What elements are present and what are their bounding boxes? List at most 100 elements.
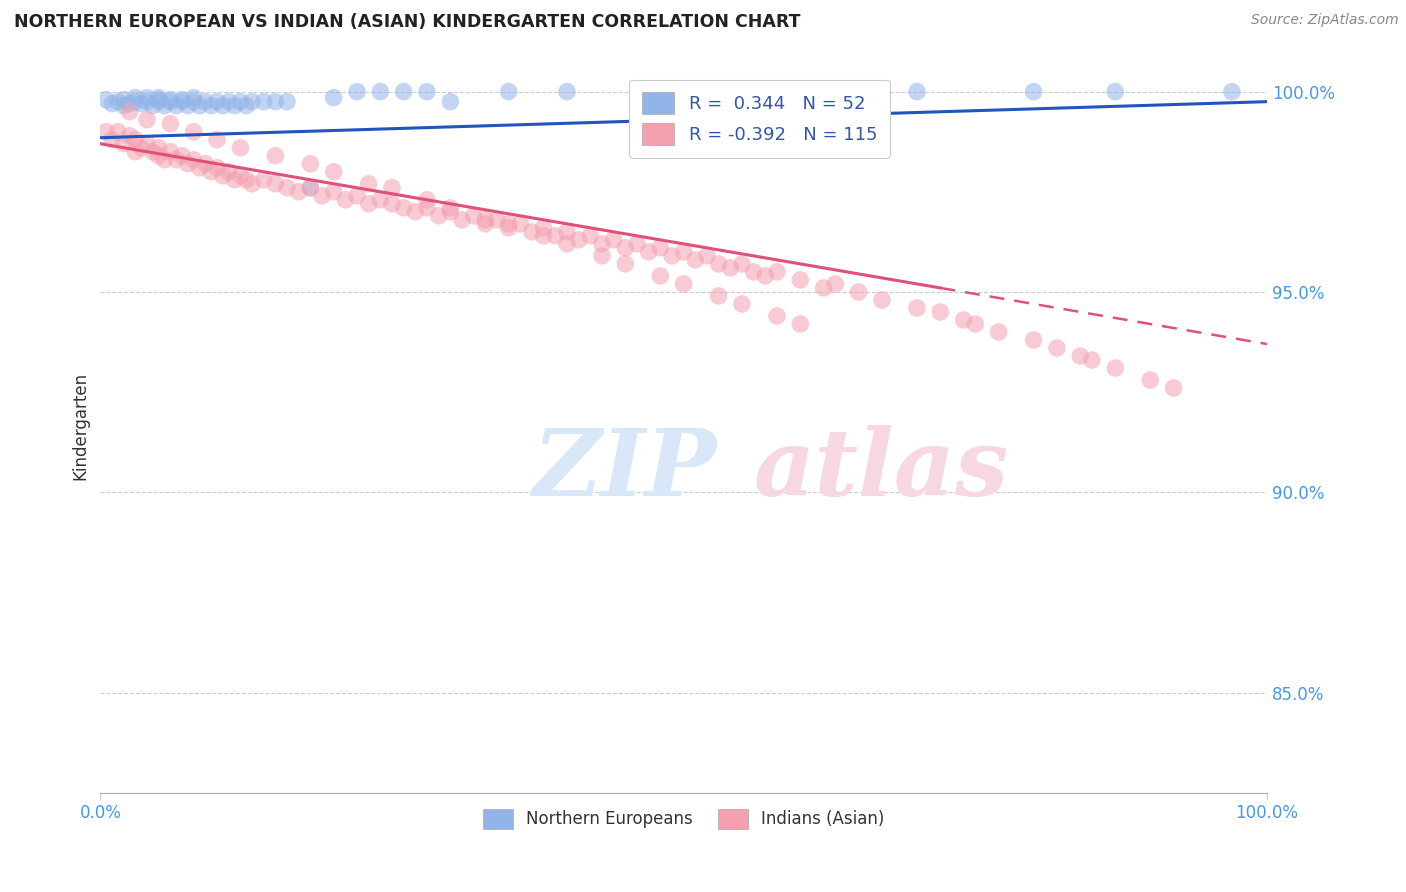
- Point: [177, 157, 200, 171]
- Point: [142, 98, 165, 112]
- Point: [392, 85, 415, 99]
- Point: [112, 93, 135, 107]
- Point: [240, 177, 263, 191]
- Point: [685, 252, 707, 267]
- Point: [264, 177, 287, 191]
- Point: [311, 189, 333, 203]
- Point: [813, 281, 835, 295]
- Point: [509, 217, 531, 231]
- Point: [1046, 341, 1069, 355]
- Point: [474, 217, 496, 231]
- Point: [650, 241, 672, 255]
- Point: [96, 125, 118, 139]
- Point: [264, 149, 287, 163]
- Point: [754, 268, 776, 283]
- Point: [142, 145, 165, 159]
- Point: [485, 212, 508, 227]
- Point: [368, 85, 391, 99]
- Point: [264, 95, 287, 109]
- Point: [159, 95, 181, 109]
- Text: ZIP: ZIP: [531, 425, 716, 515]
- Point: [824, 277, 846, 291]
- Point: [322, 185, 344, 199]
- Point: [129, 96, 152, 111]
- Point: [148, 93, 170, 107]
- Point: [650, 268, 672, 283]
- Point: [253, 173, 276, 187]
- Point: [287, 185, 309, 199]
- Point: [1139, 373, 1161, 387]
- Point: [789, 317, 811, 331]
- Legend: Northern Europeans, Indians (Asian): Northern Europeans, Indians (Asian): [477, 802, 891, 836]
- Point: [451, 212, 474, 227]
- Point: [463, 209, 485, 223]
- Point: [533, 228, 555, 243]
- Point: [200, 98, 222, 112]
- Point: [568, 233, 591, 247]
- Point: [229, 95, 252, 109]
- Y-axis label: Kindergarten: Kindergarten: [72, 372, 89, 480]
- Point: [136, 95, 159, 109]
- Point: [614, 257, 637, 271]
- Point: [929, 305, 952, 319]
- Point: [368, 193, 391, 207]
- Point: [188, 161, 211, 175]
- Point: [416, 193, 439, 207]
- Point: [183, 153, 205, 167]
- Point: [124, 133, 146, 147]
- Point: [498, 220, 520, 235]
- Point: [579, 228, 602, 243]
- Point: [153, 98, 176, 112]
- Point: [170, 149, 193, 163]
- Point: [392, 201, 415, 215]
- Point: [789, 85, 811, 99]
- Point: [696, 249, 718, 263]
- Point: [322, 165, 344, 179]
- Point: [118, 96, 141, 111]
- Point: [707, 257, 730, 271]
- Point: [107, 95, 129, 109]
- Point: [848, 285, 870, 299]
- Point: [1163, 381, 1185, 395]
- Point: [707, 289, 730, 303]
- Point: [520, 225, 543, 239]
- Point: [224, 98, 246, 112]
- Point: [357, 177, 380, 191]
- Point: [637, 244, 659, 259]
- Point: [1022, 333, 1045, 347]
- Point: [183, 125, 205, 139]
- Point: [118, 128, 141, 143]
- Point: [118, 104, 141, 119]
- Point: [555, 236, 578, 251]
- Point: [498, 217, 520, 231]
- Point: [205, 133, 228, 147]
- Point: [439, 95, 461, 109]
- Point: [672, 277, 695, 291]
- Point: [165, 98, 187, 112]
- Text: atlas: atlas: [754, 425, 1010, 515]
- Point: [148, 149, 170, 163]
- Point: [672, 85, 695, 99]
- Point: [107, 125, 129, 139]
- Point: [987, 325, 1010, 339]
- Point: [870, 293, 893, 307]
- Point: [183, 90, 205, 104]
- Point: [602, 233, 624, 247]
- Point: [731, 297, 754, 311]
- Point: [404, 204, 426, 219]
- Point: [474, 212, 496, 227]
- Point: [101, 96, 124, 111]
- Point: [555, 85, 578, 99]
- Point: [789, 273, 811, 287]
- Point: [112, 136, 135, 151]
- Point: [731, 257, 754, 271]
- Point: [533, 220, 555, 235]
- Point: [224, 173, 246, 187]
- Point: [200, 165, 222, 179]
- Point: [299, 181, 322, 195]
- Point: [253, 95, 276, 109]
- Point: [240, 95, 263, 109]
- Point: [205, 95, 228, 109]
- Point: [96, 93, 118, 107]
- Point: [159, 117, 181, 131]
